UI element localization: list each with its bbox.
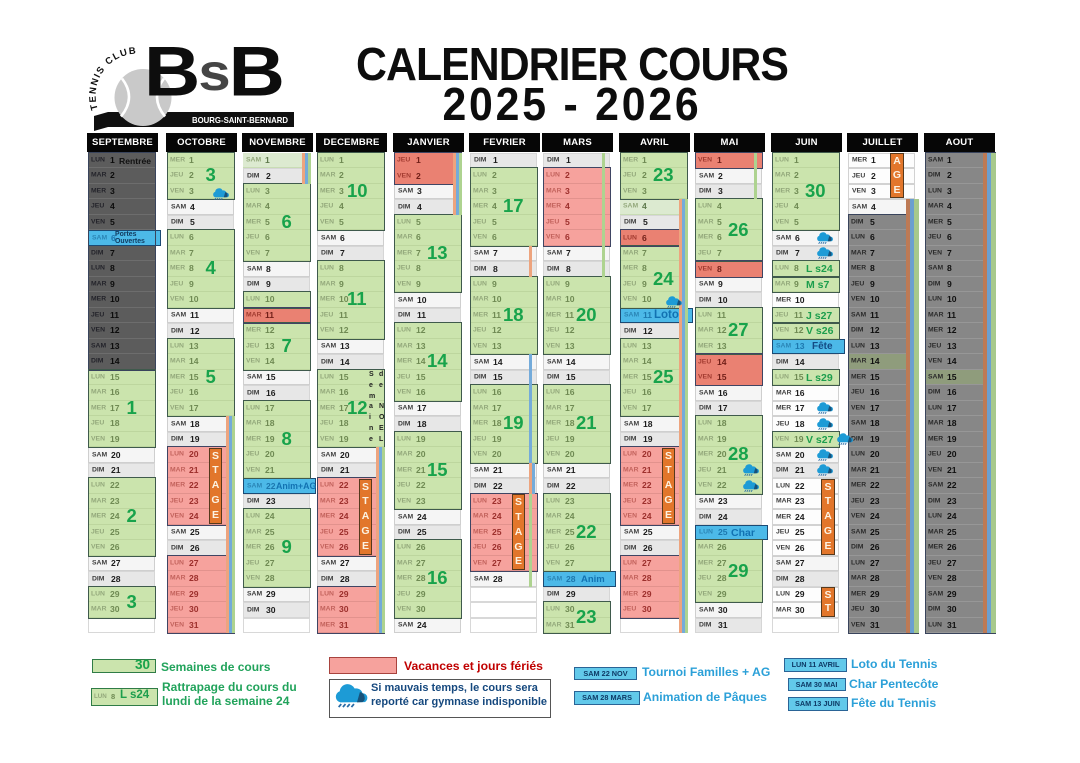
svg-text:BOURG-SAINT-BERNARD: BOURG-SAINT-BERNARD — [192, 116, 288, 125]
